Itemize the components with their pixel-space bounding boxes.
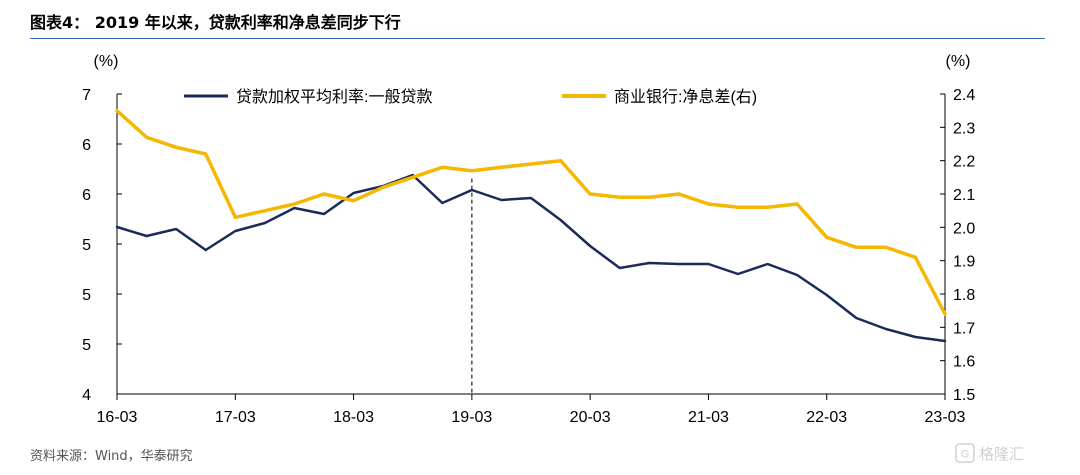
x-tick-label: 17-03 bbox=[215, 409, 256, 426]
watermark-logo: G 格隆汇 bbox=[955, 443, 1024, 463]
source-note: 资料来源：Wind，华泰研究 bbox=[30, 449, 193, 464]
legend-label-loan-rate: 贷款加权平均利率:一般贷款 bbox=[236, 88, 432, 106]
x-tick-label: 16-03 bbox=[97, 409, 138, 426]
right-tick-label: 2.4 bbox=[953, 87, 975, 104]
legend: 贷款加权平均利率:一般贷款 商业银行:净息差(右) bbox=[184, 88, 757, 106]
right-tick-label: 2.3 bbox=[953, 120, 975, 137]
right-axis-unit: (%) bbox=[946, 53, 971, 70]
right-tick-label: 1.7 bbox=[953, 320, 975, 337]
left-tick-label: 6 bbox=[82, 187, 91, 204]
x-tick-label: 19-03 bbox=[451, 409, 492, 426]
x-tick-label: 18-03 bbox=[333, 409, 374, 426]
right-tick-label: 1.6 bbox=[953, 354, 975, 371]
left-tick-label: 5 bbox=[82, 337, 91, 354]
left-tick-label: 4 bbox=[82, 387, 91, 404]
svg-text:G: G bbox=[961, 449, 970, 461]
footer: 资料来源：Wind，华泰研究 G 格隆汇 bbox=[30, 443, 1050, 467]
title-divider bbox=[30, 38, 1045, 39]
left-axis-ticks: 4 5 5 5 6 6 7 bbox=[82, 87, 122, 404]
right-tick-label: 2.0 bbox=[953, 220, 975, 237]
line-chart: (%) 4 5 5 5 6 6 7 (%) 1.5 1.6 1.7 1.8 1.9 2.0 2.1 2.2… bbox=[82, 53, 975, 426]
right-axis: (%) 1.5 1.6 1.7 1.8 1.9 2.0 2.1 2.2 2.3 2.4 bbox=[940, 53, 975, 404]
left-tick-label: 5 bbox=[82, 237, 91, 254]
left-tick-label: 7 bbox=[82, 87, 91, 104]
left-tick-label: 5 bbox=[82, 287, 91, 304]
x-tick-label: 22-03 bbox=[806, 409, 847, 426]
x-axis-ticks: 16-03 17-03 18-03 19-03 20-03 21-03 22-03 23-03 bbox=[97, 394, 966, 426]
left-axis-unit: (%) bbox=[94, 53, 119, 70]
right-tick-label: 1.9 bbox=[953, 254, 975, 271]
right-tick-label: 2.2 bbox=[953, 154, 975, 171]
header: 图表4： 2019 年以来，贷款利率和净息差同步下行 bbox=[0, 0, 1080, 44]
x-tick-label: 20-03 bbox=[570, 409, 611, 426]
right-tick-label: 1.5 bbox=[953, 387, 975, 404]
x-tick-label: 21-03 bbox=[688, 409, 729, 426]
right-axis-ticks: 1.5 1.6 1.7 1.8 1.9 2.0 2.1 2.2 2.3 2.4 bbox=[940, 87, 975, 404]
series-net-interest-margin-line bbox=[115, 108, 947, 316]
series-layer bbox=[115, 108, 947, 343]
legend-label-net-interest-margin: 商业银行:净息差(右) bbox=[614, 88, 757, 106]
watermark-text: 格隆汇 bbox=[979, 445, 1024, 463]
left-tick-label: 6 bbox=[82, 137, 91, 154]
x-tick-label: 23-03 bbox=[925, 409, 966, 426]
left-axis: (%) 4 5 5 5 6 6 7 bbox=[82, 53, 122, 404]
figure-title: 图表4： 2019 年以来，贷款利率和净息差同步下行 bbox=[30, 13, 401, 32]
axes-lines bbox=[116, 94, 946, 395]
right-tick-label: 1.8 bbox=[953, 287, 975, 304]
series-loan-rate-line bbox=[115, 173, 947, 343]
right-tick-label: 2.1 bbox=[953, 187, 975, 204]
